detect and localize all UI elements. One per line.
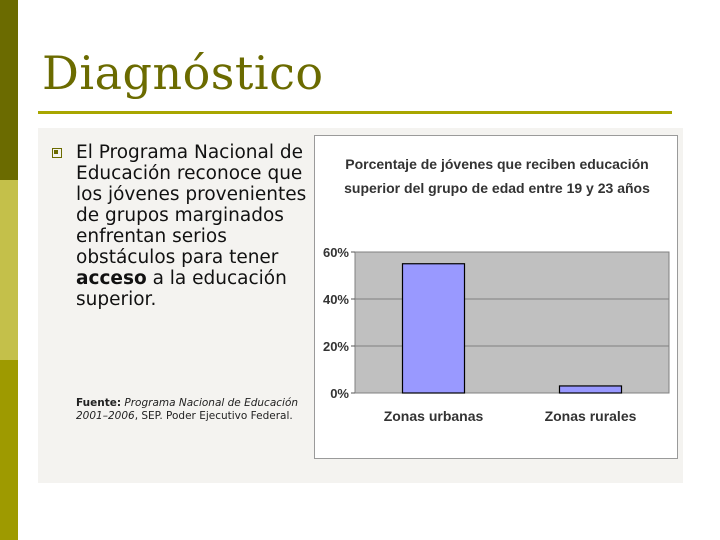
- bullet-text-end: a la educación superior.: [76, 268, 287, 310]
- source-work: Programa Nacional de Educación 2001–2006: [76, 397, 299, 422]
- bar: [401, 263, 466, 394]
- accent-stripe-middle: [0, 180, 18, 360]
- x-tick-label: Zonas rurales: [545, 408, 637, 424]
- x-tick-label: Zonas urbanas: [384, 408, 484, 424]
- bullet-text-start: El Programa Nacional de Educación recono…: [76, 142, 307, 268]
- chart-panel: Porcentaje de jóvenes que reciben educac…: [314, 135, 678, 459]
- y-tick-label: 0%: [330, 386, 349, 401]
- source-citation: Fuente: Programa Nacional de Educación 2…: [76, 397, 316, 423]
- y-tick-label: 40%: [323, 292, 349, 307]
- bar: [558, 385, 623, 394]
- title-underline: [38, 111, 672, 114]
- accent-stripe-top: [0, 0, 18, 180]
- chart-title: Porcentaje de jóvenes que reciben educac…: [315, 152, 679, 200]
- bullet-square-icon: [52, 148, 62, 158]
- slide-title: Diagnóstico: [42, 46, 324, 100]
- y-tick-label: 20%: [323, 339, 349, 354]
- bar-chart: 0% 20% 40% 60% Zonas urbanas Zonas rurales: [323, 245, 670, 424]
- accent-stripe-bottom: [0, 360, 18, 540]
- bullet-text: El Programa Nacional de Educación recono…: [76, 142, 312, 310]
- chart-title-line-2: superior del grupo de edad entre 19 y 23…: [344, 180, 650, 196]
- y-tick-label: 60%: [323, 245, 349, 260]
- bullet-text-emphasis: acceso: [76, 268, 147, 289]
- source-rest: , SEP. Poder Ejecutivo Federal.: [134, 410, 293, 422]
- chart-title-line-1: Porcentaje de jóvenes que reciben educac…: [345, 156, 649, 172]
- source-label: Fuente:: [76, 397, 122, 409]
